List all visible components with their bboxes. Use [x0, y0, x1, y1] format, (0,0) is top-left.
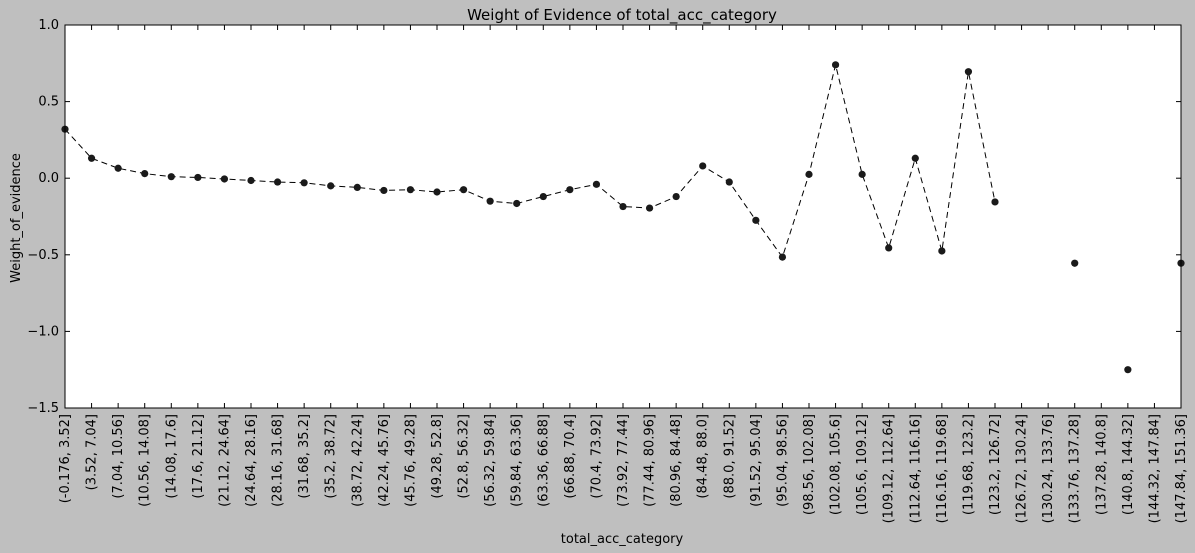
x-axis-label: total_acc_category: [561, 532, 684, 547]
x-tick-label: (98.56, 102.08]: [802, 414, 817, 515]
data-point: [486, 197, 494, 205]
x-tick-label: (70.4, 73.92]: [589, 414, 604, 499]
x-tick-label: (45.76, 49.28]: [403, 414, 418, 507]
x-tick-label: (105.6, 109.12]: [855, 414, 870, 515]
data-point: [831, 61, 840, 69]
x-tick-label: (17.6, 21.12]: [191, 414, 206, 499]
data-point: [114, 164, 122, 172]
x-tick-label: (59.84, 63.36]: [510, 414, 525, 507]
x-tick-label: (52.8, 56.32]: [457, 414, 472, 499]
x-tick-label: (7.04, 10.56]: [111, 414, 126, 499]
x-tick-label: (80.96, 84.48]: [669, 414, 684, 507]
data-point: [220, 175, 229, 183]
x-tick-label: (126.72, 130.24]: [1015, 414, 1030, 523]
data-point: [619, 202, 627, 211]
data-point: [247, 176, 255, 185]
x-tick-label: (28.16, 31.68]: [271, 414, 286, 507]
x-tick-label: (56.32, 59.84]: [483, 414, 498, 507]
series-line: [64, 64, 996, 259]
x-tick-label: (95.04, 98.56]: [775, 414, 790, 507]
data-point: [672, 192, 680, 201]
x-tick-label: (147.84, 151.36]: [1174, 414, 1189, 523]
x-tick-label: (3.52, 7.04]: [85, 414, 100, 490]
data-point: [991, 198, 999, 206]
x-tick-label: (24.64, 28.16]: [244, 414, 259, 507]
y-tick-label: 1.0: [38, 18, 59, 33]
data-point: [858, 170, 866, 178]
data-point: [141, 170, 149, 178]
x-tick-label: (109.12, 112.64]: [882, 414, 897, 523]
data-point: [406, 186, 415, 194]
x-tick-label: (31.68, 35.2]: [297, 414, 312, 499]
x-tick-label: (42.24, 45.76]: [377, 414, 392, 507]
x-tick-label: (-0.176, 3.52]: [58, 414, 73, 503]
data-point: [459, 186, 468, 194]
x-tick-label: (144.32, 147.84]: [1147, 414, 1162, 523]
plot-area: −1.5 −1.0 −0.5 0.0 0.5 1.0 (-0.176, 3.52] (3.52…: [27, 18, 1189, 523]
data-point: [273, 178, 282, 186]
data-point: [433, 188, 441, 196]
x-tick-label: (77.44, 80.96]: [643, 414, 658, 507]
x-tick-label: (73.92, 77.44]: [616, 414, 631, 507]
x-tick-label: (112.64, 116.16]: [908, 414, 923, 523]
data-point: [87, 154, 96, 162]
data-point: [194, 173, 202, 182]
y-tick-label: 0.5: [38, 95, 59, 110]
y-tick-label: −1.5: [27, 401, 59, 416]
x-tick-label: (91.52, 95.04]: [749, 414, 764, 507]
x-tick-label: (35.2, 38.72]: [324, 414, 339, 499]
data-point: [380, 186, 388, 195]
y-tick-label: 0.0: [38, 171, 59, 186]
y-tick-label: −0.5: [27, 248, 59, 263]
data-point: [885, 244, 893, 252]
x-tick-label: (119.68, 123.2]: [961, 414, 976, 515]
x-tick-label: (63.36, 66.88]: [536, 414, 551, 507]
data-point: [327, 182, 335, 190]
x-tick-label: (14.08, 17.6]: [164, 414, 179, 499]
chart-title: Weight of Evidence of total_acc_category: [467, 6, 777, 25]
data-point: [1071, 259, 1079, 267]
data-point: [645, 204, 654, 212]
data-point: [592, 180, 601, 188]
data-point: [938, 247, 946, 255]
y-tick-label: −1.0: [27, 324, 59, 339]
x-tick-label: (10.56, 14.08]: [138, 414, 153, 507]
data-point: [752, 216, 760, 224]
x-tick-label: (38.72, 42.24]: [350, 414, 365, 507]
data-point: [513, 199, 521, 208]
x-tick-label: (116.16, 119.68]: [935, 414, 950, 523]
data-point: [699, 162, 707, 170]
plot-border: [64, 24, 1182, 409]
x-tick-label: (88.0, 91.52]: [722, 414, 737, 499]
x-tick-label: (140.8, 144.32]: [1121, 414, 1136, 515]
data-point: [725, 178, 733, 186]
x-tick-label: (133.76, 137.28]: [1068, 414, 1083, 523]
x-tick-label: (137.28, 140.8]: [1094, 414, 1109, 515]
data-point: [964, 68, 973, 76]
plot-background: [65, 25, 1181, 408]
x-tick-label: (84.48, 88.0]: [696, 414, 711, 499]
data-point: [911, 154, 919, 162]
data-point: [566, 186, 574, 194]
data-point: [300, 179, 308, 187]
data-point: [778, 253, 787, 261]
data-point: [1124, 366, 1132, 374]
x-tick-label: (49.28, 52.8]: [430, 414, 445, 499]
x-tick-label: (66.88, 70.4]: [563, 414, 578, 499]
y-axis-label: Weight_of_evidence: [9, 153, 24, 283]
data-point: [167, 173, 175, 181]
x-tick-label: (130.24, 133.76]: [1041, 414, 1056, 523]
data-point: [539, 192, 547, 201]
x-tick-label: (102.08, 105.6]: [829, 414, 844, 515]
x-tick-label: (21.12, 24.64]: [217, 414, 232, 507]
x-tick-label: (123.2, 126.72]: [988, 414, 1003, 515]
data-point: [353, 183, 361, 191]
data-point: [805, 170, 813, 178]
